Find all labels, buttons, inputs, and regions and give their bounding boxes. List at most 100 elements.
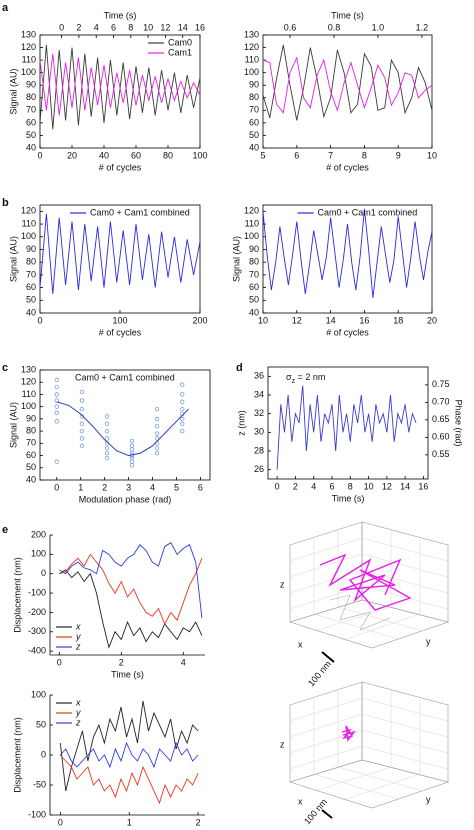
y-tick-label: 60 (26, 450, 36, 460)
point (180, 382, 185, 387)
y-tick-label: 120 (244, 42, 259, 52)
view-3d: z x y 100 nm (280, 681, 450, 826)
y-tick-label: 50 (36, 719, 46, 729)
x-tick-label: 3 (126, 482, 131, 492)
x-tick-label: 7 (328, 150, 333, 160)
point (54, 398, 59, 403)
y-tick-label: -100 (28, 587, 46, 597)
x-tick-label: 10 (364, 481, 374, 491)
x-axis-label: # of cycles (99, 327, 142, 337)
x-tick-label: 8 (362, 150, 367, 160)
annotation: σz = 2 nm (286, 372, 325, 384)
annotation-subscript: z (292, 378, 296, 385)
y-axis-label: Signal (AU) (8, 236, 18, 282)
x-tick-label: 2 (293, 481, 298, 491)
y-axis-label: Signal (AU) (8, 402, 18, 448)
y-tick-label: 32 (254, 408, 264, 418)
annotation-text: = 2 nm (295, 372, 325, 382)
x-tick-label: 4 (181, 657, 186, 667)
y-axis-label: Signal (AU) (231, 236, 241, 282)
panel-label: c (2, 362, 8, 374)
point (104, 428, 110, 434)
legend-label: y (75, 707, 81, 717)
x-tick-label: 4 (150, 482, 155, 492)
legend-label: x (75, 621, 81, 631)
point (154, 450, 160, 456)
plot-frame (39, 369, 211, 481)
axis-label: x (298, 796, 303, 806)
x-tick-label: 14 (400, 481, 410, 491)
scale-label: 100 nm (306, 659, 333, 688)
y-tick-label: 80 (26, 257, 36, 267)
point (180, 399, 185, 404)
x-tick-label: 100 (112, 315, 127, 325)
x-tick-label: 40 (99, 150, 109, 160)
y-tick-label: 50 (26, 295, 36, 305)
point (104, 414, 110, 419)
point (180, 416, 185, 422)
point (54, 410, 59, 415)
y-tick-label: 130 (21, 364, 36, 374)
y-tick-label: 90 (249, 244, 259, 254)
y-tick-label: 100 (21, 401, 36, 411)
fit-line (56, 401, 189, 457)
y-tick-label: 130 (244, 29, 259, 39)
trajectory (319, 553, 412, 611)
series-line (59, 542, 203, 619)
x-tick-label: 9 (396, 150, 401, 160)
series-line (262, 44, 433, 121)
y-tick-label: 26 (254, 464, 264, 474)
y-tick-label: 50 (26, 462, 36, 472)
point (129, 438, 135, 444)
x2-tick-label: 0.8 (328, 22, 341, 32)
x-axis-label: Modulation phase (rad) (79, 494, 172, 504)
y-tick-label: 120 (244, 206, 259, 216)
legend-label: z (75, 717, 81, 727)
x-tick-label: 80 (163, 150, 173, 160)
y-tick-label: 0 (41, 749, 46, 759)
y-tick-label: 70 (26, 105, 36, 115)
x-tick-label: 10 (427, 150, 437, 160)
y-axis-label: Signal (AU) (8, 68, 18, 114)
point (104, 436, 110, 441)
x2-tick-label: 16 (195, 22, 205, 32)
legend-label: y (75, 631, 81, 641)
x-axis-label: # of cycles (326, 327, 369, 337)
y-tick-label: 40 (26, 474, 36, 484)
cube-wall (289, 681, 363, 783)
y-tick-label: 40 (249, 307, 259, 317)
y-tick-label: 90 (26, 244, 36, 254)
panel-label: d (236, 362, 243, 374)
point (129, 463, 135, 468)
x-tick-label: 20 (427, 315, 437, 325)
x-tick-label: 0 (37, 315, 42, 325)
y-tick-label: -50 (33, 779, 46, 789)
y-tick-label: 80 (26, 92, 36, 102)
y2-axis-label: Phase (rad) (454, 399, 464, 446)
series-line (59, 700, 199, 792)
grid (289, 690, 449, 801)
point (180, 421, 185, 426)
x-tick-label: 16 (359, 315, 369, 325)
x-tick-label: 2 (102, 482, 107, 492)
y2-tick-label: 0.70 (432, 397, 450, 407)
x-tick-label: 16 (418, 481, 428, 491)
x-tick-label: 2 (196, 817, 201, 827)
x-tick-label: 6 (198, 482, 203, 492)
y-tick-label: 28 (254, 445, 264, 455)
y-tick-label: 120 (21, 206, 36, 216)
x2-tick-label: 14 (178, 22, 188, 32)
y-tick-label: 50 (249, 295, 259, 305)
x-tick-label: 12 (292, 315, 302, 325)
x-axis-label: Time (s) (111, 669, 144, 679)
point (129, 443, 135, 448)
point (129, 459, 135, 464)
x-axis-label: # of cycles (326, 162, 369, 172)
point (154, 406, 160, 412)
y-tick-label: -200 (28, 607, 46, 617)
y2-tick-label: 0.60 (432, 432, 450, 442)
point (54, 459, 59, 464)
y-tick-label: 36 (254, 371, 264, 381)
y-tick-label: 110 (22, 218, 36, 228)
y-tick-label: -300 (28, 626, 46, 636)
